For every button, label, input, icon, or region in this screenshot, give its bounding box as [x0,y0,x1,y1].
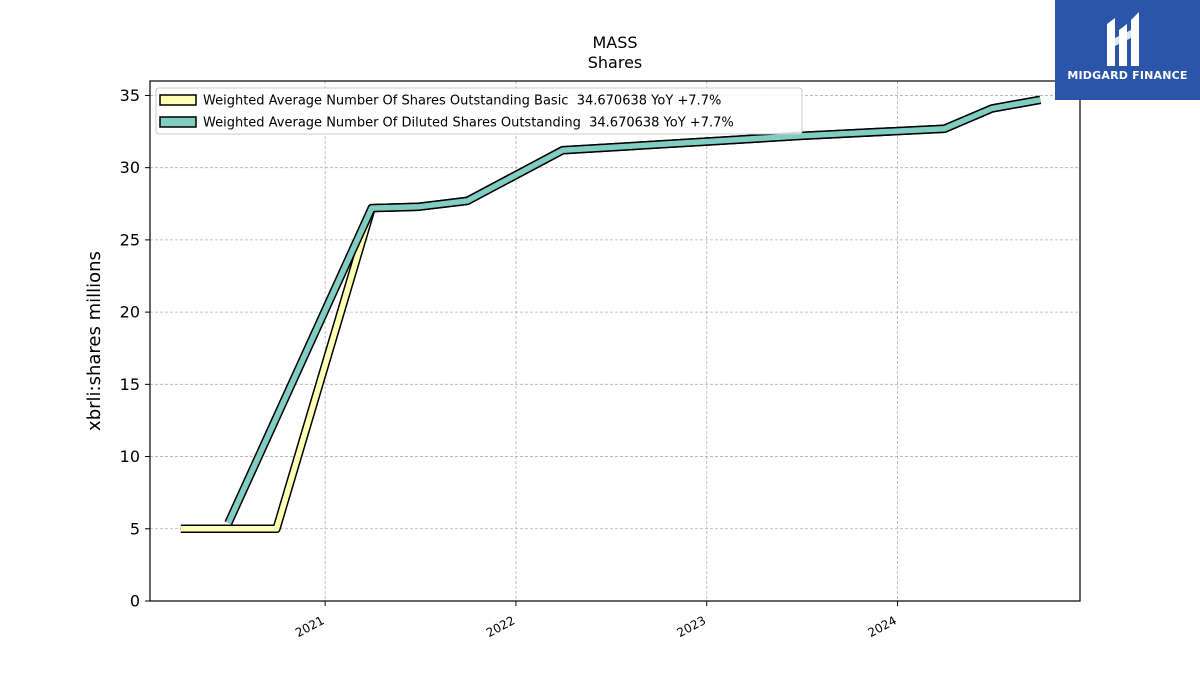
legend-label-1: Weighted Average Number Of Diluted Share… [203,116,734,131]
y-axis-label: xbrli:shares millions [84,251,105,431]
series-outline-0 [180,95,1042,534]
series-outline-1 [224,95,1042,525]
legend-label-0: Weighted Average Number Of Shares Outsta… [203,94,721,109]
series-lines [180,95,1042,534]
chart-subtitle: Shares [588,53,643,72]
y-tick-label: 20 [120,303,140,322]
y-tick-label: 25 [120,230,140,249]
legend: Weighted Average Number Of Shares Outsta… [155,87,803,135]
x-axis: 2021 2022 2023 2024 [293,601,899,640]
legend-swatch-0 [159,94,197,106]
y-tick-label: 30 [120,158,140,177]
series-line-1 [225,97,1041,525]
midgard-logo-icon [1107,12,1139,66]
y-tick-label: 15 [120,375,140,394]
x-tick-label: 2022 [484,613,518,640]
chart-title: MASS [592,33,637,52]
brand-name: MIDGARD FINANCE [1067,69,1188,82]
y-tick-label: 0 [130,592,140,611]
legend-swatch-1 [159,116,197,128]
y-tick-label: 5 [130,519,140,538]
plot-frame [149,80,1081,602]
series-line-0 [180,97,1041,532]
grid [150,81,1080,601]
x-tick-label: 2023 [675,613,709,640]
y-axis: 0 5 10 15 20 25 30 35 [120,86,150,611]
legend-box [155,87,803,135]
y-tick-label: 35 [120,86,140,105]
x-tick-label: 2024 [865,613,899,640]
y-tick-label: 10 [120,447,140,466]
x-tick-label: 2021 [293,613,327,640]
brand-logo: MIDGARD FINANCE [1055,0,1200,100]
